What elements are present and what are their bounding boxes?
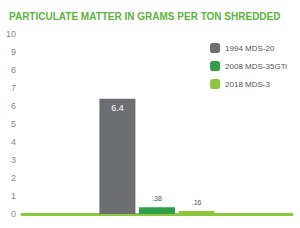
svg-text:10: 10 xyxy=(6,29,16,39)
svg-text:0: 0 xyxy=(11,209,16,219)
svg-text:5: 5 xyxy=(11,119,16,129)
svg-text:1994 MDS-20: 1994 MDS-20 xyxy=(225,44,275,53)
svg-text:7: 7 xyxy=(11,83,16,93)
svg-text:PARTICULATE MATTER IN GRAMS PE: PARTICULATE MATTER IN GRAMS PER TON SHRE… xyxy=(9,11,280,22)
svg-text:3: 3 xyxy=(11,155,16,165)
svg-text:9: 9 xyxy=(11,47,16,57)
svg-text:4: 4 xyxy=(11,137,16,147)
svg-text:2: 2 xyxy=(11,173,16,183)
svg-text:2008 MDS-35GTi: 2008 MDS-35GTi xyxy=(225,62,287,71)
svg-text:2018 MDS-3: 2018 MDS-3 xyxy=(225,80,270,89)
svg-text:6: 6 xyxy=(11,101,16,111)
svg-text:.38: .38 xyxy=(152,195,162,202)
svg-text:8: 8 xyxy=(11,65,16,75)
svg-text:1: 1 xyxy=(11,191,16,201)
svg-text:.16: .16 xyxy=(192,199,202,206)
svg-text:6.4: 6.4 xyxy=(111,103,124,113)
